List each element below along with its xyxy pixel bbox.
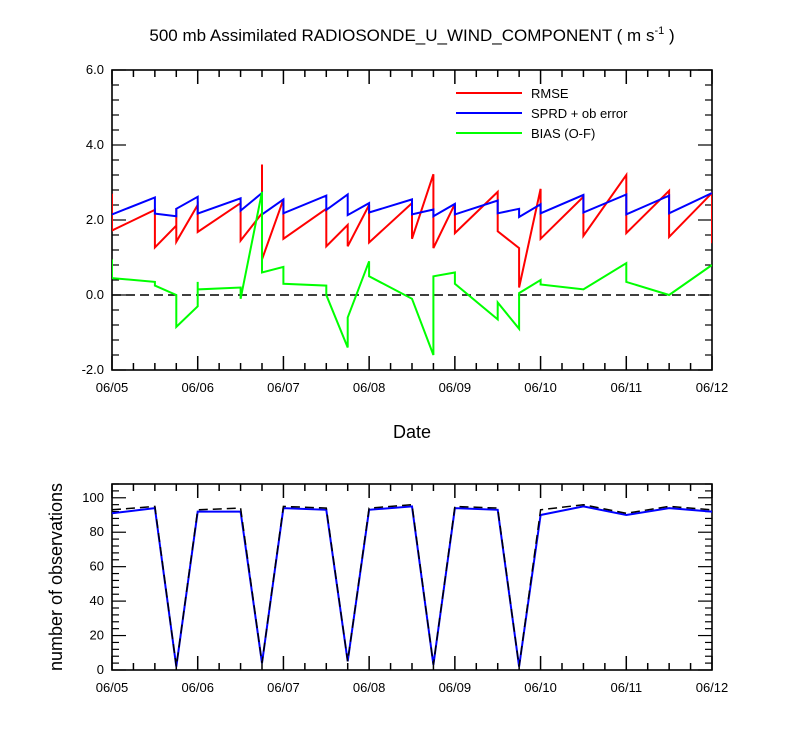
ptop-x-tick-label: 06/12 xyxy=(696,380,729,395)
chart-title-end: ) xyxy=(664,26,674,45)
pbottom-x-tick-label: 06/12 xyxy=(696,680,729,695)
ptop-y-tick-label: -2.0 xyxy=(82,362,104,377)
pbottom-x-tick-label: 06/10 xyxy=(524,680,557,695)
pbottom-series-total xyxy=(112,503,712,667)
pbottom-y-tick-label: 100 xyxy=(82,490,104,505)
ptop-series-bias-o-f xyxy=(112,191,712,356)
chart-title-superscript: -1 xyxy=(654,25,664,37)
pbottom-y-tick-label: 40 xyxy=(90,593,104,608)
pbottom-x-tick-label: 06/05 xyxy=(96,680,129,695)
legend: RMSE SPRD + ob error BIAS (O-F) xyxy=(456,86,628,141)
ptop-x-tick-label: 06/07 xyxy=(267,380,300,395)
ptop-x-tick-label: 06/11 xyxy=(610,380,642,395)
pbottom-y-tick-label: 20 xyxy=(90,628,104,643)
pbottom-x-tick-label: 06/07 xyxy=(267,680,300,695)
ptop-x-tick-label: 06/08 xyxy=(353,380,386,395)
top-chart: 06/05 06/06 06/07 06/08 06/09 06/10 06/11 06/12… xyxy=(82,62,729,395)
pbottom-y-tick-label: 0 xyxy=(97,662,104,677)
ptop-x-tick-label: 06/10 xyxy=(524,380,557,395)
ptop-y-tick-label: 6.0 xyxy=(86,62,104,77)
ptop-series-sprd-ob-error xyxy=(112,190,712,219)
ptop-x-tick-label: 06/06 xyxy=(181,380,214,395)
ptop-series-rmse xyxy=(112,164,712,288)
ptop-x-tick-label: 06/09 xyxy=(439,380,472,395)
pbottom-series-assimilated xyxy=(112,505,712,667)
chart-title-main: 500 mb Assimilated RADIOSONDE_U_WIND_COM… xyxy=(149,26,654,45)
bottom-y-axis-title: number of observations xyxy=(46,483,66,671)
ptop-x-ticks xyxy=(111,69,713,371)
ptop-x-tick-label: 06/05 xyxy=(96,380,129,395)
bottom-chart: 06/05 06/06 06/07 06/08 06/09 06/10 06/11 06/12… xyxy=(82,483,729,695)
ptop-y-tick-label: 4.0 xyxy=(86,137,104,152)
legend-label-1: SPRD + ob error xyxy=(531,106,628,121)
ptop-y-tick-label: 2.0 xyxy=(86,212,104,227)
pbottom-y-tick-label: 60 xyxy=(90,559,104,574)
pbottom-x-tick-label: 06/11 xyxy=(610,680,642,695)
pbottom-x-ticks xyxy=(111,483,713,671)
pbottom-x-tick-label: 06/08 xyxy=(353,680,386,695)
pbottom-x-tick-label: 06/09 xyxy=(439,680,472,695)
top-x-axis-title: Date xyxy=(393,422,431,442)
pbottom-y-tick-label: 80 xyxy=(90,524,104,539)
chart-title: 500 mb Assimilated RADIOSONDE_U_WIND_COM… xyxy=(149,25,674,45)
legend-label-0: RMSE xyxy=(531,86,569,101)
ptop-y-tick-label: 0.0 xyxy=(86,287,104,302)
pbottom-x-tick-label: 06/06 xyxy=(181,680,214,695)
legend-label-2: BIAS (O-F) xyxy=(531,126,595,141)
